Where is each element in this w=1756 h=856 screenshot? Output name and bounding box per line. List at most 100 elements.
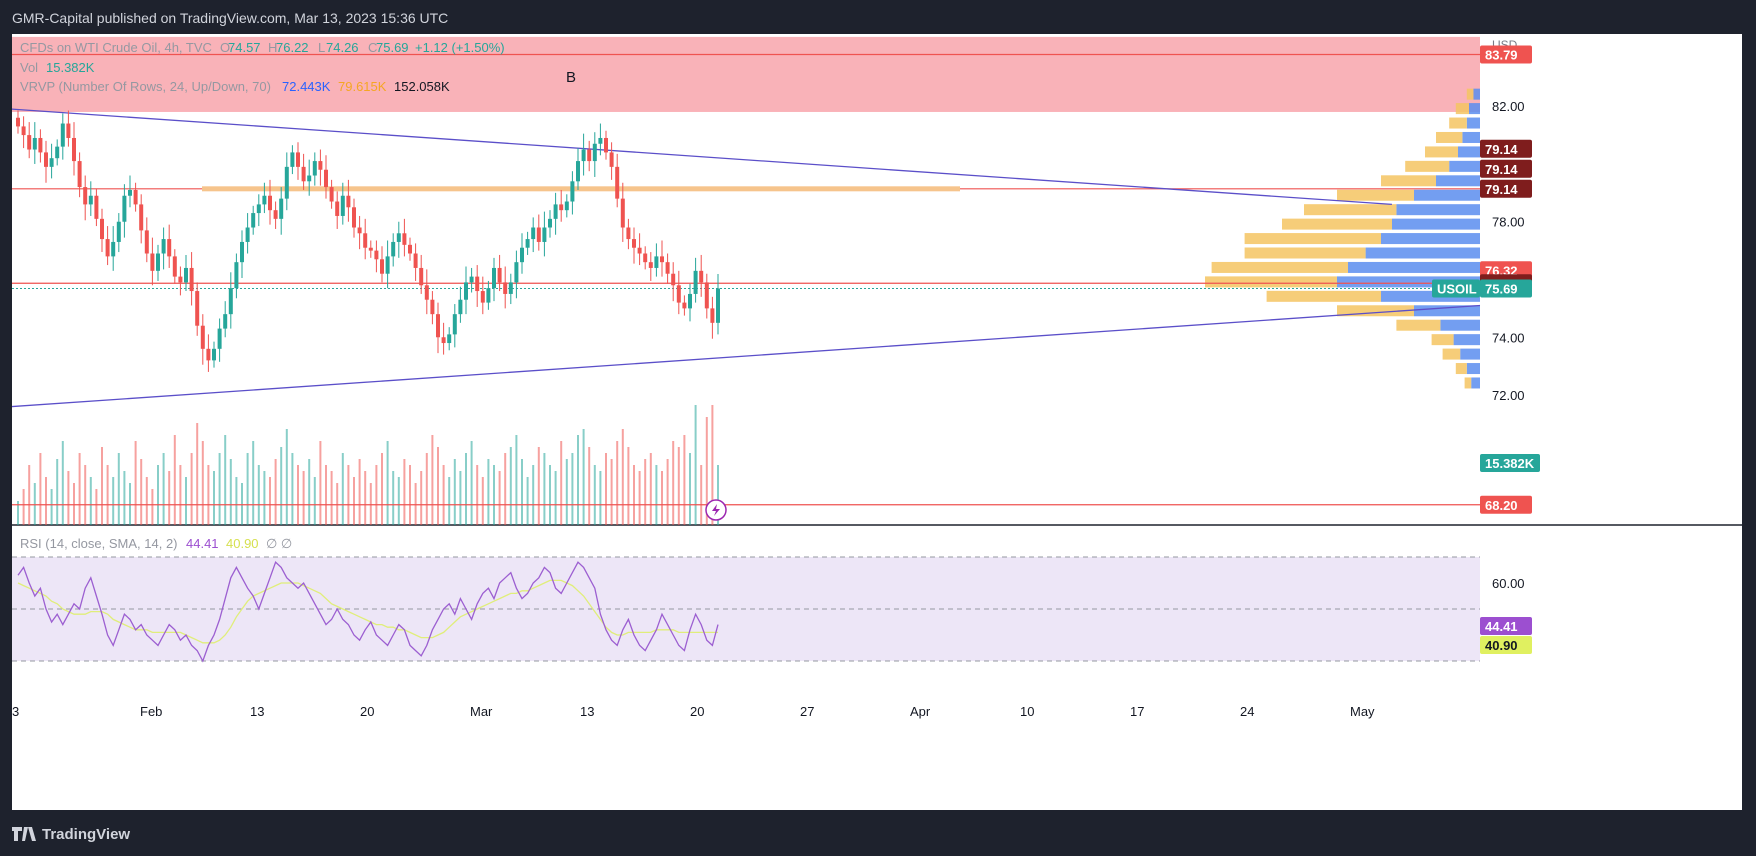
candle-body	[290, 152, 295, 167]
volume-bar	[481, 477, 484, 525]
candle-body	[38, 137, 43, 153]
candle-body	[312, 161, 317, 176]
volume-bar	[605, 453, 607, 525]
volume-bar	[117, 453, 120, 525]
volume-bar	[409, 465, 411, 525]
volume-bar	[509, 447, 512, 525]
volume-profile-down-bar	[1244, 233, 1381, 245]
y-tick-label: 78.00	[1492, 215, 1525, 230]
candle-body	[223, 314, 228, 329]
volume-bar	[549, 465, 551, 525]
legend-c-value: 75.69	[376, 40, 409, 55]
x-tick-label: 20	[690, 704, 704, 719]
volume-bar	[325, 465, 327, 525]
volume-bar	[241, 483, 243, 525]
volume-bar	[655, 465, 658, 525]
volume-bar	[280, 447, 283, 525]
volume-bar	[649, 453, 652, 525]
volume-profile-down-bar	[1211, 261, 1348, 273]
volume-bar	[274, 459, 277, 525]
candle-body	[508, 282, 513, 294]
candle-body	[352, 207, 356, 228]
chart-frame[interactable]: 82.00 78.00 74.00 72.00 USD 60.00 3 Feb 13 20 Mar 1…	[11, 34, 1742, 810]
volume-bar	[633, 465, 635, 525]
rsi-tag-bg	[1480, 636, 1532, 654]
volume-bar	[459, 471, 462, 525]
publish-info: GMR-Capital published on TradingView.com…	[12, 10, 449, 26]
orange-level-band	[202, 186, 960, 192]
volume-profile-up-bar	[1414, 305, 1480, 317]
volume-bar	[476, 465, 479, 525]
footer-brand[interactable]: TradingView	[12, 824, 130, 844]
volume-profile-down-bar	[1396, 319, 1441, 331]
volume-bar	[252, 441, 255, 525]
candle-body	[419, 267, 424, 286]
volume-bar	[571, 453, 574, 525]
volume-bar	[89, 477, 92, 525]
volume-profile-up-bar	[1458, 146, 1480, 158]
volume-profile-up-bar	[1462, 131, 1480, 143]
volume-profile-down-bar	[1205, 276, 1337, 288]
candle-body	[55, 146, 60, 159]
volume-bar	[431, 435, 434, 525]
volume-bar	[297, 465, 299, 525]
volume-bar	[448, 477, 451, 525]
candle-body	[363, 233, 368, 248]
candle-body	[637, 247, 642, 254]
volume-bar	[515, 435, 518, 525]
rsi-tag-bg	[1480, 617, 1532, 635]
price-tag-bg	[1480, 159, 1532, 178]
candle-body	[525, 239, 530, 248]
volume-bar	[599, 471, 602, 525]
x-tick-label: 17	[1130, 704, 1144, 719]
volume-bar	[577, 435, 579, 525]
candle-body	[688, 293, 692, 309]
volume-bar	[700, 465, 703, 525]
volume-profile-down-bar	[1466, 88, 1474, 100]
volume-bar	[498, 471, 501, 525]
volume-profile-up-bar	[1471, 377, 1480, 389]
candle-body	[408, 244, 412, 254]
candle-body	[178, 276, 183, 283]
candle-body	[301, 166, 306, 182]
candle-body	[660, 256, 664, 263]
volume-bar	[644, 459, 647, 525]
volume-profile-down-bar	[1455, 363, 1467, 375]
price-tag: 68.20	[1485, 498, 1518, 513]
volume-bar	[140, 459, 143, 525]
candle-body	[469, 276, 474, 283]
legend-symbol: CFDs on WTI Crude Oil, 4h, TVC	[20, 40, 212, 55]
volume-bar	[50, 489, 53, 525]
volume-bar	[341, 453, 344, 525]
volume-bar	[157, 465, 159, 525]
candle-body	[357, 227, 362, 234]
candle-body	[436, 314, 440, 338]
candle-body	[44, 152, 48, 167]
candle-body	[128, 189, 132, 196]
candle-body	[592, 143, 597, 162]
candle-body	[139, 204, 144, 231]
volume-bar	[291, 453, 294, 525]
candle-body	[587, 149, 592, 162]
candle-body	[189, 267, 194, 292]
candle-body	[598, 137, 603, 144]
x-tick-label: 13	[250, 704, 264, 719]
volume-bar	[78, 453, 81, 525]
volume-profile-up-bar	[1449, 160, 1480, 172]
candle-body	[710, 308, 715, 323]
volume-bar	[532, 465, 535, 525]
volume-bar	[560, 441, 563, 525]
volume-profile-down-bar	[1405, 160, 1450, 172]
candle-body	[262, 195, 267, 205]
volume-bar	[381, 453, 383, 525]
candle-body	[391, 241, 396, 257]
legend-vrvp-total: 152.058K	[394, 79, 450, 94]
volume-bar	[263, 471, 266, 525]
volume-bar	[123, 471, 126, 525]
volume-bar	[28, 465, 31, 525]
volume-bar	[537, 447, 540, 525]
candle-body	[256, 204, 261, 214]
volume-bar	[593, 465, 596, 525]
candle-body	[156, 253, 160, 271]
